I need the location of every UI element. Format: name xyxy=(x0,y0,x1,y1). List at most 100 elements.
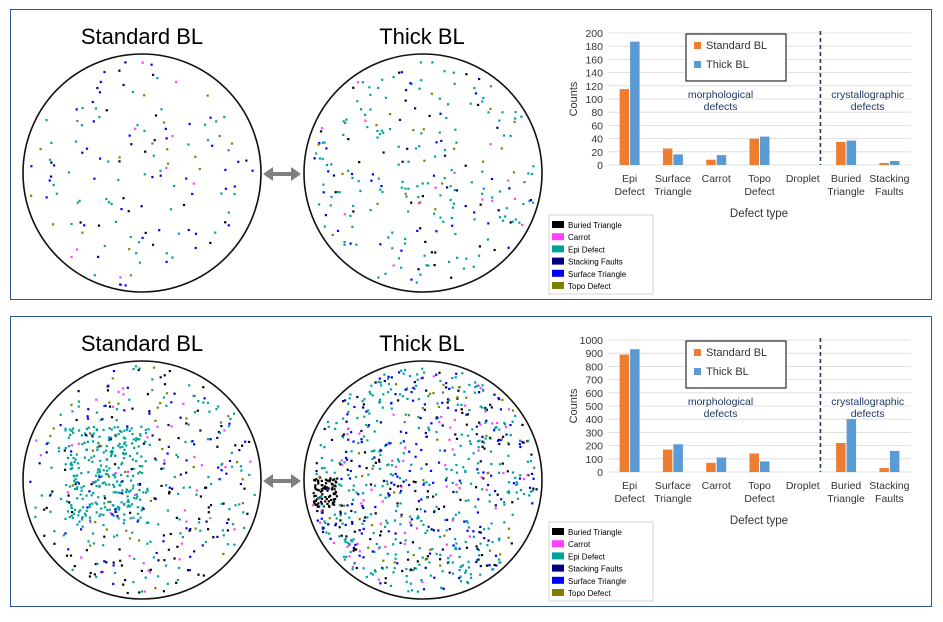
defect-dot xyxy=(78,429,81,432)
defect-dot xyxy=(462,466,465,469)
defect-dot xyxy=(481,406,484,409)
defect-dot xyxy=(403,242,407,245)
defect-dot xyxy=(381,406,384,409)
defect-dot xyxy=(426,555,429,558)
defect-dot xyxy=(70,429,73,432)
defect-dot xyxy=(199,529,202,532)
chart-legend-label: Thick BL xyxy=(706,59,749,71)
defect-dot xyxy=(331,486,334,489)
defect-dot xyxy=(356,81,360,84)
y-tick-label: 40 xyxy=(591,134,603,146)
defect-dot xyxy=(71,511,74,514)
defect-dot xyxy=(121,480,124,483)
defect-dot xyxy=(140,590,144,593)
x-tick-label: Epi xyxy=(622,480,637,492)
defect-dot xyxy=(194,527,197,530)
defect-dot xyxy=(479,203,482,206)
defect-dot xyxy=(246,512,249,515)
defect-dot xyxy=(351,225,354,228)
defect-dot xyxy=(487,222,490,225)
defect-dot xyxy=(116,534,119,537)
defect-dot xyxy=(423,371,426,374)
defect-dot xyxy=(189,528,192,531)
defect-dot xyxy=(500,438,503,441)
defect-dot xyxy=(194,232,197,235)
defect-dot xyxy=(442,587,445,590)
defect-dot xyxy=(482,187,485,190)
defect-dot xyxy=(76,119,79,123)
defect-dot xyxy=(137,518,140,521)
defect-dot xyxy=(425,435,428,438)
defect-dot xyxy=(363,415,366,418)
defect-dot xyxy=(373,550,376,553)
defect-dot xyxy=(479,423,482,426)
defect-dot xyxy=(167,423,170,427)
defect-dot xyxy=(104,472,108,476)
defect-dot xyxy=(408,469,411,473)
defect-dot xyxy=(435,230,438,233)
defect-dot xyxy=(343,461,346,464)
defect-dot xyxy=(349,550,352,553)
defect-dot xyxy=(117,505,120,509)
defect-dot xyxy=(210,482,213,486)
defect-dot xyxy=(453,453,456,456)
defect-dot xyxy=(203,397,206,400)
defect-dot xyxy=(140,425,143,428)
defect-dot xyxy=(120,564,123,567)
bar-thick-bl xyxy=(846,419,857,472)
defect-dot xyxy=(479,460,482,463)
defect-dot xyxy=(481,435,484,439)
defect-dot xyxy=(115,491,118,494)
defect-dot xyxy=(243,487,246,490)
defect-dot xyxy=(514,111,517,114)
defect-dot xyxy=(135,252,138,255)
defect-dot xyxy=(418,563,421,566)
defect-dot xyxy=(455,437,459,440)
defect-dot xyxy=(432,529,435,532)
defect-dot xyxy=(451,519,454,522)
defect-dot xyxy=(178,518,181,521)
defect-dot xyxy=(404,187,407,190)
defect-dot xyxy=(428,392,432,395)
defect-dot xyxy=(216,535,219,538)
defect-dot xyxy=(128,554,131,558)
defect-dot xyxy=(522,478,525,481)
defect-dot xyxy=(321,489,324,492)
defect-dot xyxy=(404,446,407,449)
defect-dot xyxy=(94,474,98,477)
defect-dot xyxy=(422,479,425,482)
defect-dot xyxy=(75,248,79,251)
defect-dot xyxy=(349,539,353,542)
defect-dot xyxy=(421,376,424,379)
defect-dot xyxy=(98,435,101,438)
defect-dot xyxy=(146,542,149,545)
bar-thick-bl xyxy=(846,140,857,165)
defect-dot xyxy=(422,482,426,485)
defect-dot xyxy=(458,386,461,389)
defect-dot xyxy=(402,440,405,443)
defect-dot xyxy=(159,174,162,177)
defect-dot xyxy=(124,441,127,444)
defect-dot xyxy=(161,447,164,451)
defect-dot xyxy=(437,507,440,511)
defect-dot xyxy=(123,503,126,506)
defect-dot xyxy=(513,197,516,200)
defect-dot xyxy=(134,439,137,442)
defect-dot xyxy=(89,519,92,522)
defect-dot xyxy=(456,256,459,259)
defect-dot xyxy=(70,444,73,447)
defect-dot xyxy=(439,564,442,567)
defect-dot xyxy=(85,549,88,552)
defect-dot xyxy=(95,429,99,432)
defect-dot xyxy=(34,515,37,518)
defect-dot xyxy=(403,421,406,424)
defect-dot xyxy=(470,181,473,184)
x-tick-label: Surface xyxy=(655,480,691,492)
x-tick-label: Triangle xyxy=(827,186,865,198)
y-tick-label: 700 xyxy=(585,375,603,387)
defect-dot xyxy=(185,527,188,530)
defect-dot xyxy=(442,383,445,386)
defect-dot xyxy=(149,540,152,543)
bar-standard-bl xyxy=(836,443,846,472)
defect-dot xyxy=(72,427,75,430)
